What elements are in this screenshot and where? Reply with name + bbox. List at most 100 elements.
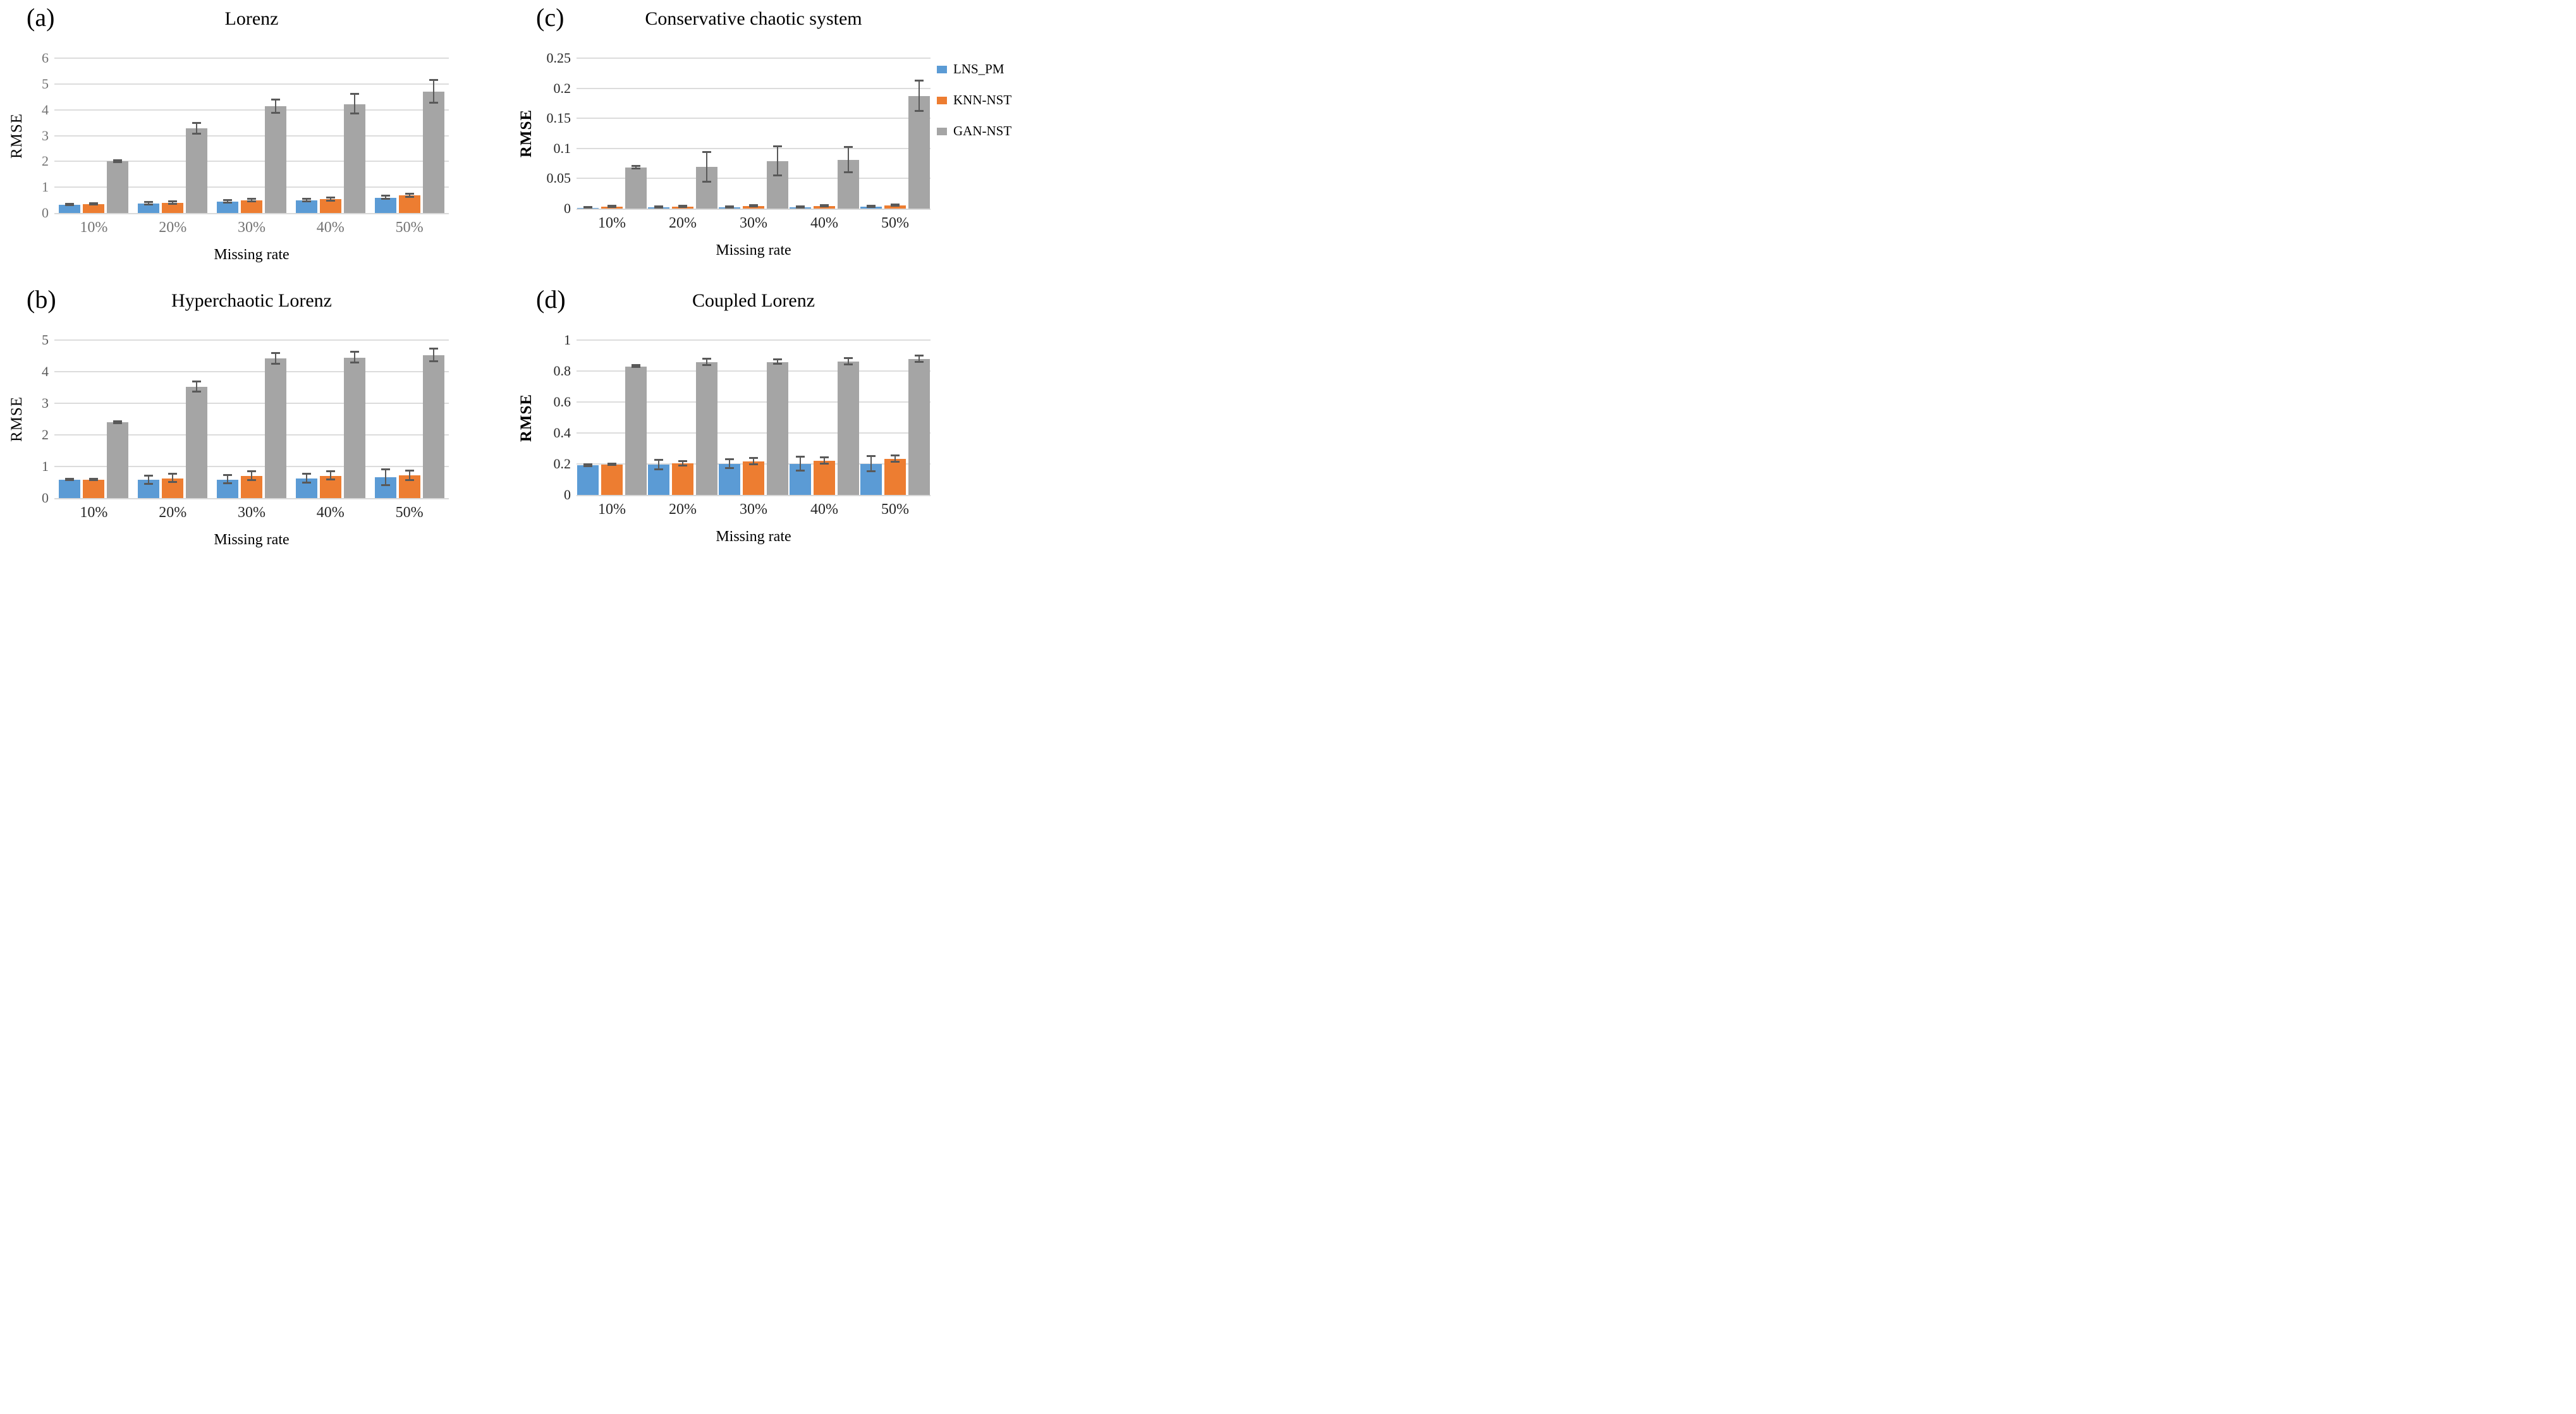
bar-gan-nst bbox=[107, 422, 129, 498]
bar-slot bbox=[601, 58, 623, 209]
error-bar-cap-top bbox=[773, 358, 782, 361]
bar-groups bbox=[54, 340, 449, 498]
grid-line bbox=[54, 83, 449, 85]
bar-knn-nst bbox=[601, 464, 623, 495]
error-bar bbox=[729, 459, 730, 469]
bar-slot bbox=[814, 340, 835, 495]
bar-group bbox=[370, 340, 449, 498]
bar-lns_pm bbox=[216, 201, 238, 213]
bar-slot bbox=[577, 58, 599, 209]
bar-slot bbox=[908, 340, 930, 495]
error-bar-cap-bottom bbox=[607, 206, 616, 209]
y-axis-title-box: RMSE bbox=[517, 340, 536, 495]
bar-slot bbox=[719, 340, 740, 495]
bar-slot bbox=[625, 340, 647, 495]
bar-slot bbox=[860, 58, 882, 209]
error-bar-cap-top bbox=[223, 474, 232, 476]
bar-slot bbox=[162, 58, 184, 213]
bar-slot bbox=[343, 340, 365, 498]
grid-line bbox=[54, 58, 449, 59]
bar-slot bbox=[295, 58, 317, 213]
error-bar bbox=[148, 202, 150, 205]
error-bar-cap-top bbox=[302, 472, 311, 475]
error-bar-cap-top bbox=[113, 159, 123, 161]
error-bar-cap-bottom bbox=[168, 481, 178, 483]
error-bar-cap-top bbox=[302, 197, 311, 200]
y-tick-label: 0.6 bbox=[553, 394, 571, 410]
y-tick-label: 3 bbox=[42, 127, 49, 143]
panel-coupled-lorenz: (d) Coupled Lorenz RMSE 0 0.2 0.4 0.6 0.8 1 10% 20… bbox=[517, 286, 934, 564]
error-bar-cap-top bbox=[749, 457, 758, 460]
bar-knn-nst bbox=[814, 205, 835, 209]
bar-lns_pm bbox=[59, 480, 81, 498]
error-bar-cap-bottom bbox=[749, 205, 758, 208]
error-bar-cap-top bbox=[65, 202, 75, 205]
plot-area bbox=[577, 58, 931, 210]
error-bar-cap-top bbox=[844, 357, 853, 359]
y-tick-label: 5 bbox=[42, 332, 49, 348]
bar-groups bbox=[54, 58, 449, 213]
error-bar-cap-bottom bbox=[144, 204, 154, 206]
error-bar-cap-top bbox=[632, 165, 640, 168]
x-tick-label: 10% bbox=[80, 219, 108, 236]
bar-slot bbox=[59, 340, 81, 498]
y-axis-title: RMSE bbox=[518, 109, 535, 158]
x-tick-label: 30% bbox=[740, 501, 767, 518]
error-bar bbox=[848, 358, 849, 365]
bar-gan-nst bbox=[838, 361, 859, 495]
bar-slot bbox=[422, 58, 444, 213]
error-bar-cap-bottom bbox=[915, 361, 924, 363]
legend-item: KNN-NST bbox=[937, 92, 1011, 107]
error-bar bbox=[432, 80, 434, 104]
bar-knn-nst bbox=[884, 459, 906, 495]
panel-lorenz: (a) Lorenz RMSE 0 1 2 3 4 5 6 10% 20% 30% 40% 50% Missi… bbox=[8, 4, 450, 282]
error-bar-cap-bottom bbox=[702, 181, 711, 183]
error-bar-cap-bottom bbox=[796, 470, 805, 472]
chart-area: RMSE 0 0.2 0.4 0.6 0.8 1 bbox=[517, 332, 934, 503]
error-bar bbox=[172, 474, 174, 482]
bar-slot bbox=[295, 340, 317, 498]
error-bar-cap-top bbox=[654, 458, 663, 461]
x-tick-labels: 10% 20% 30% 40% 50% bbox=[54, 219, 449, 236]
bar-slot bbox=[625, 58, 647, 209]
y-tick-label: 0.2 bbox=[553, 456, 571, 472]
error-bar-cap-top bbox=[350, 93, 359, 95]
bar-lns_pm bbox=[138, 204, 160, 213]
legend-item: LNS_PM bbox=[937, 61, 1011, 76]
y-axis-title-box: RMSE bbox=[8, 58, 27, 213]
error-bar-cap-bottom bbox=[65, 204, 75, 207]
error-bar-cap-top bbox=[702, 358, 711, 360]
error-bar-cap-bottom bbox=[583, 465, 592, 467]
x-tick-label: 20% bbox=[159, 219, 187, 236]
error-bar-cap-top bbox=[223, 198, 232, 201]
y-tick-label: 0.8 bbox=[553, 363, 571, 379]
grid-line bbox=[577, 178, 931, 180]
error-bar-cap-top bbox=[654, 205, 663, 208]
bar-group bbox=[789, 340, 860, 495]
error-bar-cap-bottom bbox=[223, 482, 232, 484]
error-bar-cap-bottom bbox=[725, 207, 734, 209]
bar-slot bbox=[107, 340, 129, 498]
error-bar-cap-top bbox=[632, 364, 640, 367]
bar-slot bbox=[422, 340, 444, 498]
x-tick-label: 40% bbox=[810, 501, 838, 518]
bar-slot bbox=[319, 58, 341, 213]
error-bar bbox=[894, 456, 896, 463]
error-bar-cap-bottom bbox=[350, 362, 359, 363]
bar-group bbox=[718, 58, 789, 209]
error-bar-cap-bottom bbox=[796, 206, 805, 209]
error-bar-cap-bottom bbox=[271, 362, 280, 365]
grid-line bbox=[54, 186, 449, 188]
grid-line bbox=[54, 434, 449, 436]
grid-line bbox=[54, 161, 449, 162]
panel-conservative-chaotic-system: (c) Conservative chaotic system RMSE 0 0.05 0… bbox=[517, 4, 934, 282]
error-bar bbox=[706, 152, 707, 183]
error-bar-cap-top bbox=[820, 456, 829, 459]
y-tick-label: 0.25 bbox=[546, 50, 571, 66]
error-bar bbox=[777, 146, 778, 176]
error-bar bbox=[226, 200, 228, 203]
bar-slot bbox=[838, 58, 859, 209]
error-bar bbox=[250, 472, 252, 480]
bar-gan-nst bbox=[107, 161, 129, 213]
x-tick-labels: 10% 20% 30% 40% 50% bbox=[54, 504, 449, 521]
